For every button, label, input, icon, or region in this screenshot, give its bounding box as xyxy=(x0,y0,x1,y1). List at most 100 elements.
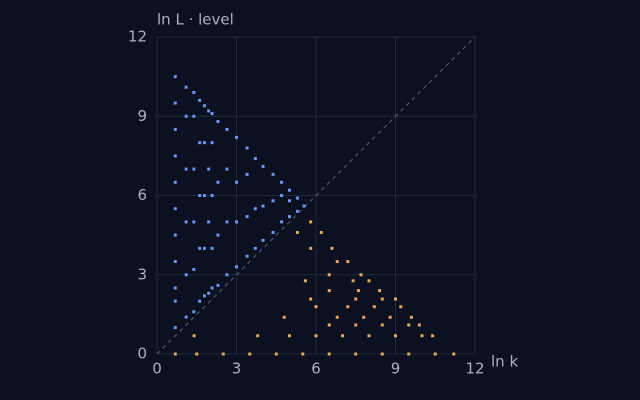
point xyxy=(245,172,249,176)
point xyxy=(173,127,177,131)
point xyxy=(210,286,214,290)
point xyxy=(380,323,384,327)
point xyxy=(314,334,318,338)
point xyxy=(288,188,291,192)
point xyxy=(253,246,257,250)
point xyxy=(216,283,220,287)
point xyxy=(235,265,238,269)
point xyxy=(295,196,299,200)
point xyxy=(173,180,177,184)
point xyxy=(225,273,229,277)
point xyxy=(309,220,313,224)
point xyxy=(301,352,305,356)
point xyxy=(173,154,177,158)
point xyxy=(198,299,202,303)
point xyxy=(330,246,334,250)
point xyxy=(192,267,196,271)
point xyxy=(225,127,229,131)
point xyxy=(303,279,307,283)
point xyxy=(407,352,411,356)
point xyxy=(335,315,339,319)
point xyxy=(314,305,318,309)
point xyxy=(417,323,421,327)
point xyxy=(288,215,291,219)
point xyxy=(271,199,275,203)
point xyxy=(378,289,382,293)
point xyxy=(207,167,211,171)
reference-line xyxy=(156,36,476,355)
point xyxy=(192,167,196,171)
point xyxy=(319,230,323,234)
point xyxy=(372,305,376,309)
point xyxy=(173,101,177,105)
point xyxy=(216,233,220,237)
point xyxy=(207,220,211,224)
point xyxy=(202,294,206,298)
point xyxy=(216,120,220,124)
point xyxy=(280,220,284,224)
point xyxy=(202,246,206,250)
point xyxy=(354,323,358,327)
y-tick-label: 6 xyxy=(137,186,147,204)
point xyxy=(409,315,413,319)
point xyxy=(207,109,211,113)
y-tick-label: 12 xyxy=(128,28,147,46)
x-tick-label: 0 xyxy=(152,360,162,378)
point xyxy=(253,157,257,161)
point xyxy=(235,135,238,139)
point xyxy=(380,352,384,356)
point xyxy=(184,220,188,224)
x-tick-label: 9 xyxy=(391,360,401,378)
point xyxy=(198,194,202,197)
point xyxy=(282,315,286,319)
point xyxy=(216,180,220,184)
point xyxy=(198,98,202,102)
point xyxy=(271,172,275,176)
y-tick-label: 0 xyxy=(137,345,147,363)
x-tick-label: 3 xyxy=(232,360,242,378)
point xyxy=(173,75,177,79)
point xyxy=(309,297,313,301)
point xyxy=(184,315,188,319)
point xyxy=(210,194,214,197)
point xyxy=(407,323,411,327)
point xyxy=(394,334,397,338)
point xyxy=(173,286,177,290)
point xyxy=(288,334,291,338)
point xyxy=(261,238,265,242)
point xyxy=(198,141,202,145)
point xyxy=(362,315,366,319)
point xyxy=(210,112,214,116)
point xyxy=(280,180,284,184)
point xyxy=(210,246,214,250)
point xyxy=(356,289,360,293)
point xyxy=(420,334,424,338)
point xyxy=(173,207,177,211)
point xyxy=(202,104,206,108)
point xyxy=(184,114,188,118)
point xyxy=(192,334,196,338)
y-tick-label: 9 xyxy=(137,107,147,125)
point xyxy=(327,352,331,356)
point xyxy=(184,273,188,277)
point xyxy=(245,254,249,258)
point xyxy=(359,273,363,277)
point xyxy=(367,334,371,338)
point xyxy=(309,246,313,250)
point xyxy=(235,180,238,184)
point xyxy=(192,310,196,314)
point xyxy=(198,246,202,250)
point xyxy=(380,297,384,301)
point xyxy=(327,273,331,277)
point xyxy=(367,279,371,283)
point xyxy=(202,141,206,145)
point xyxy=(184,85,188,89)
point xyxy=(399,305,403,309)
point xyxy=(173,352,177,356)
x-tick-label: 12 xyxy=(465,360,484,378)
point xyxy=(433,352,437,356)
point xyxy=(354,352,358,356)
point xyxy=(245,146,249,150)
